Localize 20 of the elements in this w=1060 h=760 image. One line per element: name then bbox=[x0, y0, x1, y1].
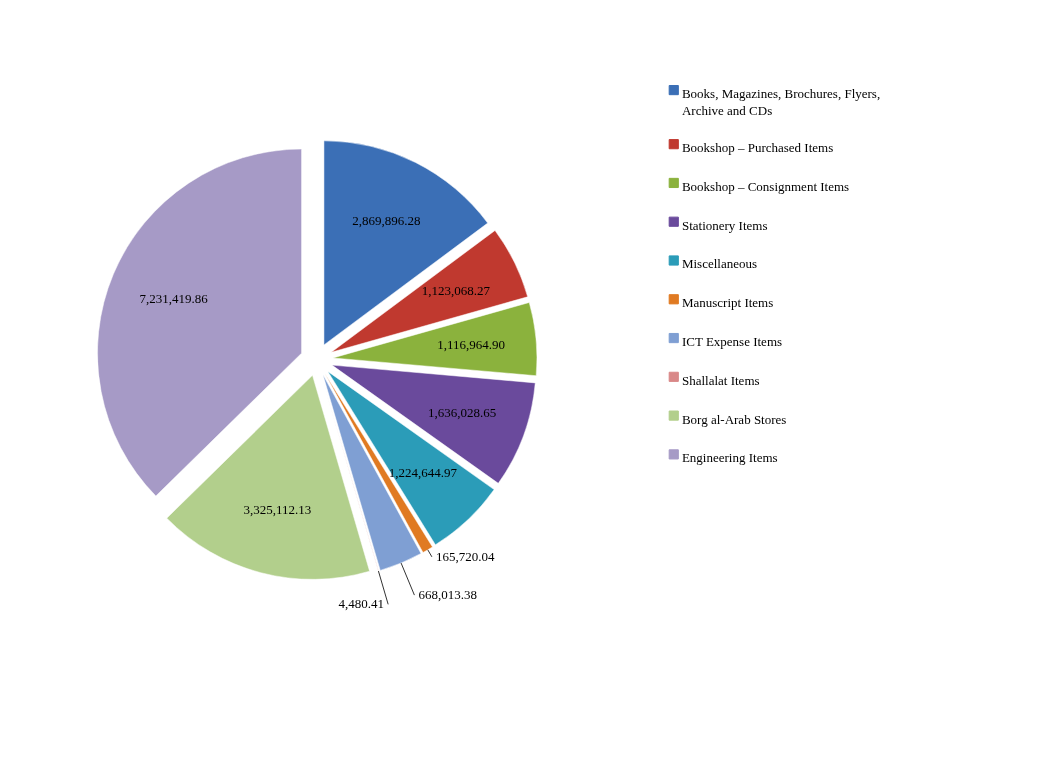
data-label: 7,231,419.86 bbox=[139, 291, 209, 307]
data-label: 4,480.41 bbox=[338, 596, 385, 612]
legend-label: Miscellaneous bbox=[681, 256, 758, 272]
legend-label: ICT Expense Items bbox=[681, 333, 783, 349]
data-label: 2,869,896.28 bbox=[352, 212, 421, 228]
legend-label: Shallalat Items bbox=[681, 372, 760, 388]
data-label: 1,123,068.27 bbox=[421, 282, 491, 298]
data-label: 1,636,028.65 bbox=[428, 405, 497, 421]
legend-label: Engineering Items bbox=[681, 450, 778, 466]
data-label: 668,013.38 bbox=[418, 587, 477, 603]
legend-label: Books, Magazines, Brochures, Flyers, Archive and CDs bbox=[681, 86, 881, 119]
data-label: 3,325,112.13 bbox=[243, 501, 312, 517]
data-label: 165,720.04 bbox=[435, 548, 495, 564]
data-label: 1,116,964.90 bbox=[437, 336, 505, 352]
data-label: 1,224,644.97 bbox=[388, 464, 458, 480]
legend-label: Borg al-Arab Stores bbox=[681, 411, 787, 427]
legend-label: Manuscript Items bbox=[681, 295, 774, 311]
legend-label: Bookshop – Consignment Items bbox=[681, 178, 850, 194]
legend-label: Stationery Items bbox=[681, 217, 768, 233]
legend-label: Bookshop – Purchased Items bbox=[681, 140, 834, 156]
